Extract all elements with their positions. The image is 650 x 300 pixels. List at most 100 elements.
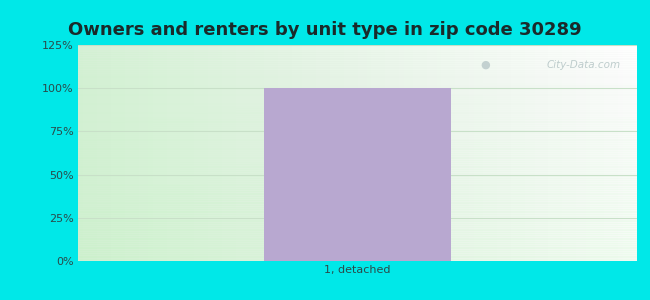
- Bar: [148, 45, 153, 261]
- Bar: [572, 45, 577, 261]
- Bar: [78, 178, 637, 180]
- Bar: [78, 196, 637, 198]
- Bar: [134, 45, 138, 261]
- Bar: [166, 45, 171, 261]
- Bar: [376, 45, 381, 261]
- Bar: [544, 45, 549, 261]
- Bar: [78, 49, 637, 50]
- Bar: [437, 45, 441, 261]
- Bar: [320, 45, 325, 261]
- Bar: [381, 45, 385, 261]
- Bar: [78, 254, 637, 256]
- Bar: [78, 189, 637, 191]
- Bar: [367, 45, 372, 261]
- Bar: [516, 45, 521, 261]
- Bar: [115, 45, 120, 261]
- Bar: [78, 151, 637, 153]
- Bar: [78, 184, 637, 185]
- Bar: [339, 45, 344, 261]
- Bar: [78, 117, 637, 119]
- Bar: [78, 68, 637, 70]
- Bar: [78, 85, 637, 86]
- Text: Owners and renters by unit type in zip code 30289: Owners and renters by unit type in zip c…: [68, 21, 582, 39]
- Bar: [78, 124, 637, 126]
- Bar: [78, 67, 637, 68]
- Bar: [325, 45, 330, 261]
- Bar: [302, 45, 306, 261]
- Bar: [441, 45, 446, 261]
- Bar: [87, 45, 92, 261]
- Bar: [567, 45, 572, 261]
- Bar: [297, 45, 302, 261]
- Bar: [78, 130, 637, 131]
- Bar: [78, 54, 637, 56]
- Bar: [422, 45, 428, 261]
- Bar: [604, 45, 609, 261]
- Bar: [78, 238, 637, 239]
- Bar: [241, 45, 246, 261]
- Bar: [316, 45, 320, 261]
- Bar: [78, 212, 637, 214]
- Bar: [283, 45, 287, 261]
- Bar: [562, 45, 567, 261]
- Bar: [78, 216, 637, 218]
- Bar: [78, 148, 637, 149]
- Bar: [78, 97, 637, 99]
- Bar: [78, 47, 637, 49]
- Bar: [78, 126, 637, 128]
- Bar: [474, 45, 478, 261]
- Bar: [78, 236, 637, 238]
- Bar: [78, 193, 637, 194]
- Bar: [78, 63, 637, 65]
- Bar: [590, 45, 595, 261]
- Bar: [78, 121, 637, 122]
- Bar: [78, 252, 637, 254]
- Bar: [614, 45, 618, 261]
- Bar: [92, 45, 97, 261]
- Bar: [78, 223, 637, 225]
- Bar: [171, 45, 176, 261]
- Bar: [534, 45, 539, 261]
- Bar: [138, 45, 143, 261]
- Bar: [78, 137, 637, 139]
- Bar: [78, 245, 637, 247]
- Bar: [78, 221, 637, 223]
- Bar: [78, 162, 637, 164]
- Bar: [78, 56, 637, 58]
- Bar: [358, 45, 362, 261]
- Bar: [181, 45, 185, 261]
- Bar: [78, 187, 637, 189]
- Bar: [120, 45, 125, 261]
- Bar: [78, 211, 637, 212]
- Bar: [78, 257, 637, 259]
- Bar: [78, 59, 637, 61]
- Bar: [506, 45, 512, 261]
- Bar: [78, 200, 637, 202]
- Bar: [78, 256, 637, 257]
- Bar: [628, 45, 632, 261]
- Text: City-Data.com: City-Data.com: [546, 60, 620, 70]
- Bar: [190, 45, 194, 261]
- Bar: [418, 45, 422, 261]
- Bar: [78, 158, 637, 160]
- Bar: [106, 45, 110, 261]
- Bar: [78, 198, 637, 200]
- Bar: [78, 133, 637, 135]
- Bar: [78, 166, 637, 167]
- Bar: [78, 160, 637, 162]
- Bar: [521, 45, 525, 261]
- Bar: [78, 90, 637, 92]
- Bar: [97, 45, 101, 261]
- Bar: [162, 45, 166, 261]
- Bar: [78, 243, 637, 245]
- Bar: [549, 45, 553, 261]
- Bar: [101, 45, 106, 261]
- Bar: [78, 119, 637, 121]
- Bar: [78, 149, 637, 151]
- Bar: [78, 218, 637, 220]
- Bar: [78, 83, 637, 85]
- Bar: [362, 45, 367, 261]
- Bar: [395, 45, 399, 261]
- Bar: [413, 45, 418, 261]
- Bar: [399, 45, 404, 261]
